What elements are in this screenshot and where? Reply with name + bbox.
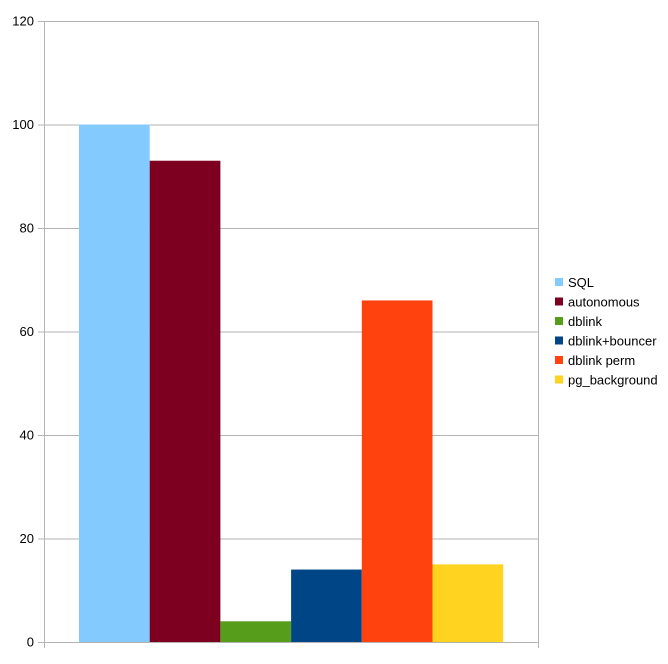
legend-label: pg_background bbox=[568, 373, 658, 388]
bar-dblink-perm bbox=[361, 300, 433, 642]
legend-swatch bbox=[555, 375, 563, 384]
legend-swatch bbox=[555, 297, 563, 306]
axes: 0 20 40 60 80 100 120 bbox=[12, 14, 539, 650]
y-tick-label: 120 bbox=[12, 14, 34, 29]
bar-dblink-bouncer bbox=[291, 569, 362, 642]
y-tick-label: 100 bbox=[12, 117, 34, 132]
y-tick-label: 20 bbox=[20, 531, 34, 546]
legend-label: dblink perm bbox=[568, 353, 635, 368]
y-tick-label: 40 bbox=[20, 428, 34, 443]
y-tick-label: 0 bbox=[27, 635, 34, 650]
legend-swatch bbox=[555, 356, 563, 364]
y-tick-label: 60 bbox=[20, 324, 34, 339]
legend-swatch bbox=[555, 336, 563, 345]
bars bbox=[79, 124, 504, 642]
bar-dblink bbox=[220, 621, 292, 642]
legend-swatch bbox=[555, 317, 563, 325]
bar-autonomous bbox=[149, 160, 221, 642]
legend-label: SQL bbox=[568, 275, 594, 290]
legend-swatch bbox=[555, 278, 563, 286]
legend-label: autonomous bbox=[568, 295, 640, 310]
bar-pg-background bbox=[432, 564, 504, 642]
y-tick-label: 80 bbox=[20, 221, 34, 236]
bar-sql bbox=[79, 124, 150, 642]
legend: SQL autonomous dblink dblink+bouncer dblink … bbox=[555, 275, 658, 388]
legend-label: dblink+bouncer bbox=[568, 334, 657, 349]
legend-label: dblink bbox=[568, 314, 602, 329]
